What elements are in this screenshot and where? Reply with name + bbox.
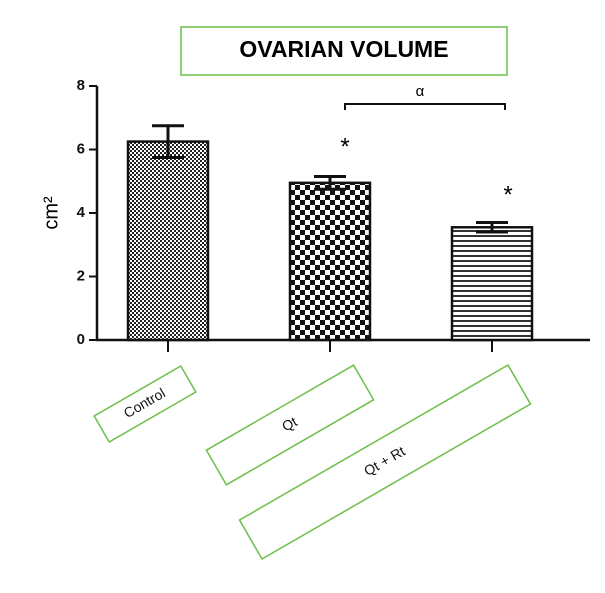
bar xyxy=(450,226,534,342)
annotation: α xyxy=(416,83,425,100)
category-box: Qt xyxy=(205,364,375,486)
label-box xyxy=(238,363,532,561)
chart-title: OVARIAN VOLUME xyxy=(239,36,448,62)
error-bar xyxy=(152,124,184,159)
y-tick-label: 4 xyxy=(77,204,86,221)
bar xyxy=(288,181,372,342)
annotation: * xyxy=(340,133,349,160)
y-tick-label: 6 xyxy=(77,140,85,157)
significance-bracket xyxy=(344,103,506,110)
error-bar xyxy=(476,221,508,234)
y-axis-label: cm² xyxy=(40,196,62,230)
label-box xyxy=(205,364,375,486)
category-box: Control xyxy=(93,364,197,444)
annotation: * xyxy=(503,181,512,208)
label-box xyxy=(93,364,197,444)
error-bar xyxy=(314,174,346,191)
y-tick-label: 2 xyxy=(77,267,85,284)
title-box xyxy=(180,26,508,76)
bar xyxy=(126,140,210,342)
y-tick-label: 0 xyxy=(77,331,85,348)
x-tick-label: Qt xyxy=(279,413,300,434)
category-box: Qt + Rt xyxy=(238,363,532,561)
y-tick-label: 8 xyxy=(77,77,85,94)
